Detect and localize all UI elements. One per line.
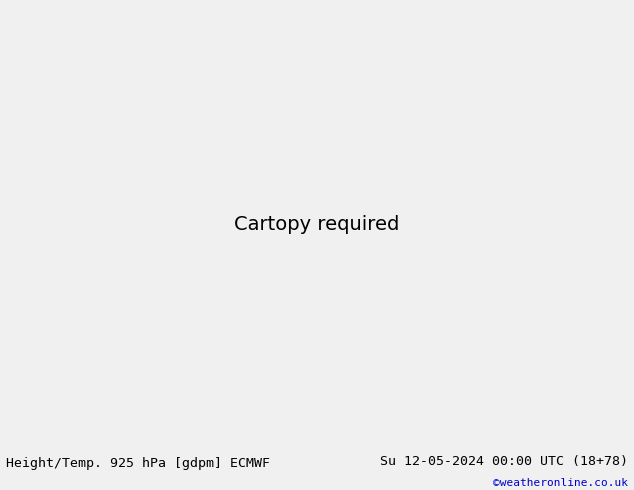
Text: ©weatheronline.co.uk: ©weatheronline.co.uk [493, 478, 628, 488]
Text: Cartopy required: Cartopy required [235, 216, 399, 234]
Text: Height/Temp. 925 hPa [gdpm] ECMWF: Height/Temp. 925 hPa [gdpm] ECMWF [6, 457, 270, 470]
Text: Su 12-05-2024 00:00 UTC (18+78): Su 12-05-2024 00:00 UTC (18+78) [380, 455, 628, 467]
